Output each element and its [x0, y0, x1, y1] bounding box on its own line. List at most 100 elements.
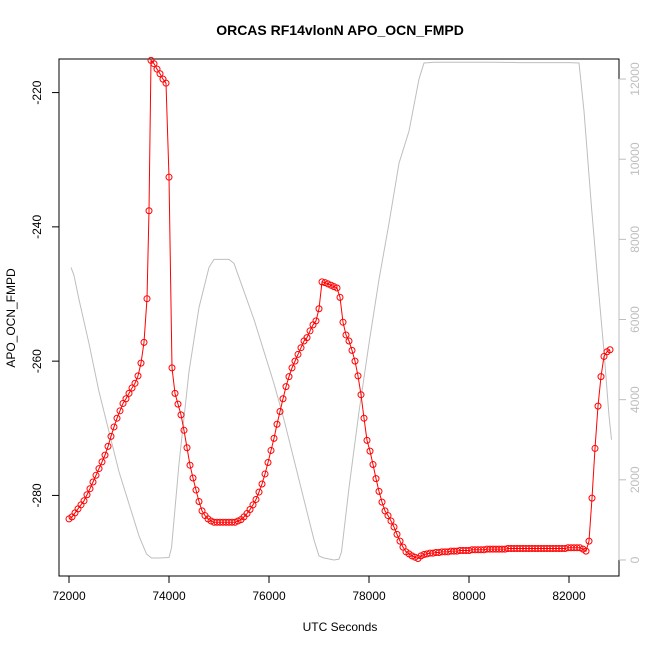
data-point: [261, 470, 269, 478]
primary-series-line: [68, 59, 611, 560]
y-axis-left: -280 -260 -240 -220: [30, 80, 60, 507]
y-tick-label: -280: [30, 483, 44, 507]
data-point: [378, 498, 386, 506]
data-point: [306, 327, 314, 335]
data-point: [192, 486, 200, 494]
data-point: [180, 426, 188, 434]
data-point: [134, 372, 142, 380]
data-point: [279, 395, 287, 403]
data-point: [83, 491, 91, 499]
data-point: [396, 537, 404, 545]
data-point: [585, 537, 593, 545]
data-point: [363, 436, 371, 444]
data-point: [137, 359, 145, 367]
data-point: [315, 305, 323, 313]
y2-tick-label: 8000: [628, 226, 642, 253]
data-point: [606, 346, 614, 354]
y-axis-right: 0 2000 4000 6000 8000 10000 12000: [618, 62, 642, 563]
data-point: [375, 487, 383, 495]
data-point: [255, 488, 263, 496]
data-point: [122, 395, 130, 403]
data-point: [384, 512, 392, 520]
chart-title: ORCAS RF14vlonN APO_OCN_FMPD: [216, 22, 464, 38]
data-point: [195, 497, 203, 505]
data-point: [369, 461, 377, 469]
data-point: [177, 411, 185, 419]
data-point: [80, 497, 88, 505]
x-tick-label: 76000: [252, 589, 286, 603]
data-point: [249, 501, 257, 509]
x-tick-label: 78000: [352, 589, 386, 603]
y2-tick-label: 12000: [628, 62, 642, 96]
y2-tick-label: 4000: [628, 386, 642, 413]
data-point: [258, 480, 266, 488]
data-point: [174, 400, 182, 408]
data-point: [348, 346, 356, 354]
data-point: [143, 295, 151, 303]
y2-tick-label: 2000: [628, 466, 642, 493]
x-tick-label: 74000: [152, 589, 186, 603]
data-point: [345, 337, 353, 345]
data-point: [183, 444, 191, 452]
data-point: [360, 414, 368, 422]
data-point: [252, 495, 260, 503]
data-point: [131, 379, 139, 387]
x-tick-label: 82000: [552, 589, 586, 603]
data-point: [291, 357, 299, 365]
data-point: [351, 357, 359, 365]
data-point: [270, 434, 278, 442]
data-point: [104, 442, 112, 450]
data-point: [140, 338, 148, 346]
data-point: [285, 373, 293, 381]
data-point: [336, 293, 344, 301]
x-axis-label: UTC Seconds: [303, 620, 378, 634]
series-secondary: [70, 61, 612, 561]
y2-tick-label: 10000: [628, 142, 642, 176]
data-point: [387, 517, 395, 525]
data-point: [125, 389, 133, 397]
data-point: [354, 372, 362, 380]
data-point: [150, 60, 158, 68]
y2-tick-label: 0: [628, 556, 642, 563]
data-point: [393, 530, 401, 538]
data-point: [168, 364, 176, 372]
data-point: [303, 334, 311, 342]
x-tick-label: 72000: [52, 589, 86, 603]
data-point: [186, 461, 194, 469]
data-point: [92, 471, 100, 479]
data-point: [95, 465, 103, 473]
data-point: [294, 350, 302, 358]
data-point: [366, 447, 374, 455]
secondary-series-line: [70, 61, 612, 561]
data-point: [107, 432, 115, 440]
data-point: [357, 391, 365, 399]
data-point: [591, 444, 599, 452]
data-point: [297, 344, 305, 352]
data-point: [333, 284, 341, 292]
data-point: [98, 458, 106, 466]
data-point: [312, 317, 320, 325]
y2-tick-label: 6000: [628, 306, 642, 333]
data-point: [165, 173, 173, 181]
data-point: [145, 207, 153, 215]
plot-area: [58, 58, 620, 577]
plot-frame: [58, 58, 620, 577]
data-point: [116, 407, 124, 415]
data-point: [342, 331, 350, 339]
data-point: [89, 478, 97, 486]
y-tick-label: -240: [30, 215, 44, 239]
x-axis: 72000 74000 76000 78000 80000 82000: [52, 575, 586, 603]
data-point: [171, 389, 179, 397]
data-point: [86, 485, 94, 493]
series-primary: [65, 56, 614, 563]
data-point: [390, 523, 398, 531]
data-point: [110, 423, 118, 431]
data-point: [156, 70, 164, 78]
y-tick-label: -260: [30, 349, 44, 373]
data-point: [597, 373, 605, 381]
data-point: [282, 383, 290, 391]
data-point: [288, 364, 296, 372]
data-point: [189, 474, 197, 482]
data-point: [267, 446, 275, 454]
data-point: [162, 79, 170, 87]
